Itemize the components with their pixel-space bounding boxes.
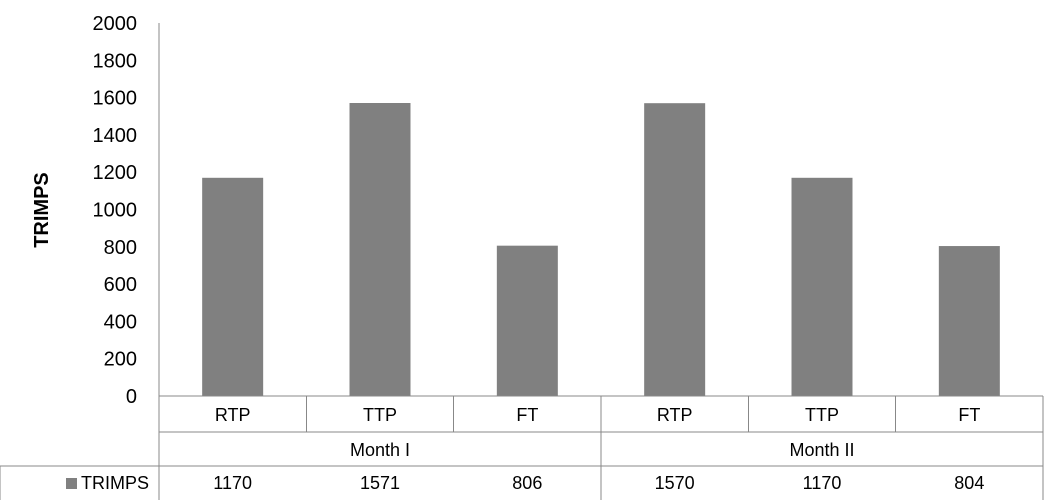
x-group-label: Month I [350, 440, 410, 460]
table-value: 1170 [803, 473, 842, 493]
axis-and-table-lines [0, 23, 1044, 500]
table-value: 804 [954, 473, 984, 493]
y-tick-labels: 0 200 400 600 800 1000 1200 1400 1600 1800 2000 [93, 13, 138, 408]
bar [644, 103, 706, 396]
bars [202, 103, 1000, 397]
y-tick-label: 400 [104, 311, 137, 333]
table-value: 1571 [360, 473, 400, 493]
legend-key [66, 478, 77, 489]
y-axis-label: TRIMPS [31, 172, 53, 248]
x-category-label: FT [958, 405, 980, 425]
y-tick-label: 2000 [93, 13, 138, 35]
y-tick-label: 1400 [93, 125, 138, 147]
y-tick-label: 800 [104, 237, 137, 259]
y-tick-label: 1200 [93, 162, 138, 184]
x-group-labels: Month I Month II [350, 440, 855, 460]
bar [791, 177, 853, 396]
bar [938, 246, 1000, 396]
x-category-label: FT [516, 405, 538, 425]
bar [202, 177, 264, 396]
y-tick-label: 200 [104, 349, 137, 371]
data-table: TRIMPS 1170 1571 806 1570 1170 804 [66, 473, 984, 493]
table-value: 1170 [213, 473, 252, 493]
y-tick-label: 600 [104, 274, 137, 296]
x-category-label: RTP [657, 405, 693, 425]
y-tick-label: 1600 [93, 88, 138, 110]
x-category-label: TTP [805, 405, 839, 425]
table-value: 1570 [655, 473, 695, 493]
y-tick-label: 0 [126, 386, 137, 408]
x-category-label: RTP [215, 405, 251, 425]
x-group-label: Month II [789, 440, 854, 460]
bar [349, 103, 411, 397]
table-value: 806 [512, 473, 542, 493]
y-tick-label: 1800 [93, 50, 138, 72]
bar [496, 245, 558, 396]
x-category-label: TTP [363, 405, 397, 425]
y-tick-label: 1000 [93, 200, 138, 222]
x-category-labels: RTP TTP FT RTP TTP FT [215, 405, 981, 425]
legend-series-name: TRIMPS [81, 473, 149, 493]
